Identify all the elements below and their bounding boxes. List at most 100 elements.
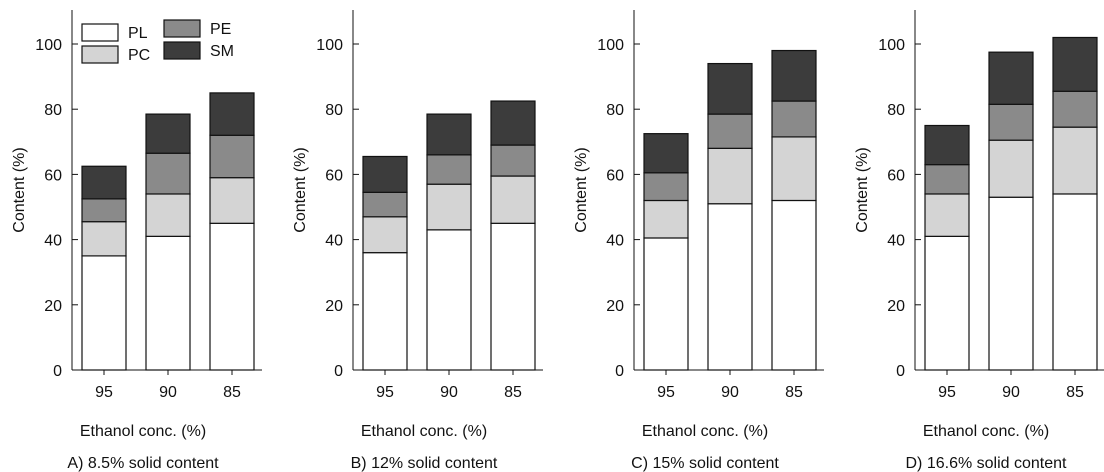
bar-segment-pc-95 <box>81 221 127 257</box>
bar-segment-sm-95 <box>643 133 689 174</box>
bar-segment-pc-85 <box>490 175 536 224</box>
bar-segment-pl-90 <box>707 203 753 371</box>
y-tick-label: 0 <box>53 363 62 380</box>
bar-segment-pe-90 <box>426 154 472 185</box>
x-tick-label: 95 <box>376 384 394 401</box>
bar-segment-pl-90 <box>988 196 1034 371</box>
legend-label-pc: PC <box>128 47 150 64</box>
bar-segment-pe-85 <box>1052 90 1098 128</box>
y-tick-label: 80 <box>325 102 343 119</box>
bar-segment-pc-85 <box>771 136 817 202</box>
y-tick-label: 60 <box>325 167 343 184</box>
legend-swatch-pl <box>81 23 119 42</box>
panel-caption: B) 12% solid content <box>351 455 498 472</box>
x-tick-label: 95 <box>95 384 113 401</box>
legend-item-pl: PL <box>81 23 148 42</box>
x-axis-title: Ethanol conc. (%) <box>642 423 768 440</box>
x-tick-label: 85 <box>785 384 803 401</box>
y-tick-label: 20 <box>44 298 62 315</box>
legend-label-pl: PL <box>128 25 148 42</box>
bar-segment-sm-85 <box>209 92 255 136</box>
panel-caption: C) 15% solid content <box>631 455 779 472</box>
y-tick-label: 40 <box>606 233 624 250</box>
y-tick-label: 100 <box>597 37 624 54</box>
bar-segment-sm-95 <box>362 155 408 193</box>
x-tick-label: 90 <box>440 384 458 401</box>
y-axis-title: Content (%) <box>292 147 309 232</box>
bar-segment-pe-85 <box>771 100 817 138</box>
bar-segment-sm-85 <box>771 49 817 102</box>
bar-segment-sm-90 <box>145 113 191 154</box>
legend: PL PE PC SM <box>81 19 234 64</box>
legend-swatch-pe <box>163 19 201 38</box>
bar-segment-pe-90 <box>988 103 1034 141</box>
bar-segment-pc-85 <box>209 177 255 224</box>
bar-segment-pl-85 <box>209 222 255 371</box>
y-tick-label: 100 <box>35 37 62 54</box>
y-tick-label: 60 <box>606 167 624 184</box>
bar-segment-pe-90 <box>145 152 191 195</box>
bar-segment-pl-95 <box>643 237 689 371</box>
x-axis-title: Ethanol conc. (%) <box>923 423 1049 440</box>
bar-segment-pc-90 <box>145 193 191 237</box>
bar-segment-pe-90 <box>707 113 753 149</box>
x-tick-label: 90 <box>721 384 739 401</box>
chart-panel-c: 0 20 40 60 80 100 95 90 85 Content (%) Ethanol con… <box>573 10 824 472</box>
bar-segment-sm-95 <box>924 124 970 166</box>
bar-segment-sm-85 <box>1052 36 1098 92</box>
bar-segment-pl-95 <box>81 255 127 371</box>
bar-segment-pc-90 <box>707 147 753 205</box>
y-tick-label: 20 <box>606 298 624 315</box>
bar-segment-pc-95 <box>362 216 408 254</box>
legend-label-sm: SM <box>210 43 234 60</box>
legend-item-sm: SM <box>163 41 234 60</box>
legend-item-pe: PE <box>163 19 231 38</box>
y-tick-label: 0 <box>615 363 624 380</box>
bar-segment-sm-90 <box>988 51 1034 105</box>
bar-segment-pc-95 <box>643 199 689 239</box>
panel-caption: A) 8.5% solid content <box>67 455 219 472</box>
chart-panel-d: 0 20 40 60 80 100 95 90 85 Content (%) Ethanol con… <box>854 10 1104 472</box>
y-axis-title: Content (%) <box>854 147 871 232</box>
y-tick-label: 20 <box>887 298 905 315</box>
x-tick-label: 90 <box>159 384 177 401</box>
bar-segment-pe-95 <box>81 198 127 223</box>
bar-segment-pe-95 <box>924 164 970 195</box>
y-tick-label: 60 <box>44 167 62 184</box>
y-tick-label: 80 <box>606 102 624 119</box>
bar-segment-sm-90 <box>707 62 753 115</box>
y-tick-label: 40 <box>887 233 905 250</box>
y-tick-label: 80 <box>887 102 905 119</box>
bar-segment-sm-85 <box>490 100 536 146</box>
y-axis-title: Content (%) <box>11 147 28 232</box>
y-axis-title: Content (%) <box>573 147 590 232</box>
y-tick-label: 0 <box>334 363 343 380</box>
bar-segment-pe-95 <box>643 172 689 202</box>
y-tick-label: 20 <box>325 298 343 315</box>
x-axis-title: Ethanol conc. (%) <box>80 423 206 440</box>
y-tick-label: 0 <box>896 363 905 380</box>
y-tick-label: 80 <box>44 102 62 119</box>
bar-segment-pl-95 <box>362 252 408 371</box>
y-tick-label: 40 <box>44 233 62 250</box>
y-tick-label: 40 <box>325 233 343 250</box>
legend-swatch-pc <box>81 45 119 64</box>
panel-caption: D) 16.6% solid content <box>906 455 1068 472</box>
bar-segment-pc-85 <box>1052 126 1098 195</box>
bar-segment-pe-85 <box>209 134 255 179</box>
bar-segment-pl-95 <box>924 235 970 371</box>
x-axis-title: Ethanol conc. (%) <box>361 423 487 440</box>
x-tick-label: 85 <box>223 384 241 401</box>
bar-segment-pe-95 <box>362 191 408 218</box>
bar-segment-pc-95 <box>924 193 970 237</box>
bar-segment-pl-90 <box>426 229 472 371</box>
bar-segment-pl-85 <box>771 199 817 371</box>
bar-segment-sm-95 <box>81 165 127 200</box>
legend-swatch-sm <box>163 41 201 60</box>
x-tick-label: 95 <box>938 384 956 401</box>
bar-segment-pc-90 <box>426 183 472 231</box>
y-tick-label: 100 <box>316 37 343 54</box>
y-tick-label: 100 <box>878 37 905 54</box>
x-tick-label: 85 <box>1066 384 1084 401</box>
